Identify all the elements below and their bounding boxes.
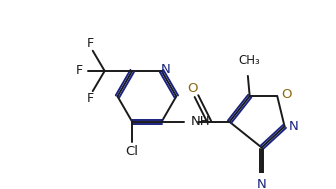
Text: O: O — [187, 82, 198, 95]
Text: F: F — [75, 64, 83, 77]
Text: F: F — [86, 37, 93, 50]
Text: O: O — [281, 88, 292, 101]
Text: N: N — [160, 63, 170, 76]
Text: NH: NH — [191, 115, 211, 128]
Text: CH₃: CH₃ — [238, 54, 260, 67]
Text: N: N — [289, 120, 299, 133]
Text: F: F — [86, 92, 93, 105]
Text: Cl: Cl — [126, 145, 139, 158]
Text: N: N — [257, 178, 266, 189]
